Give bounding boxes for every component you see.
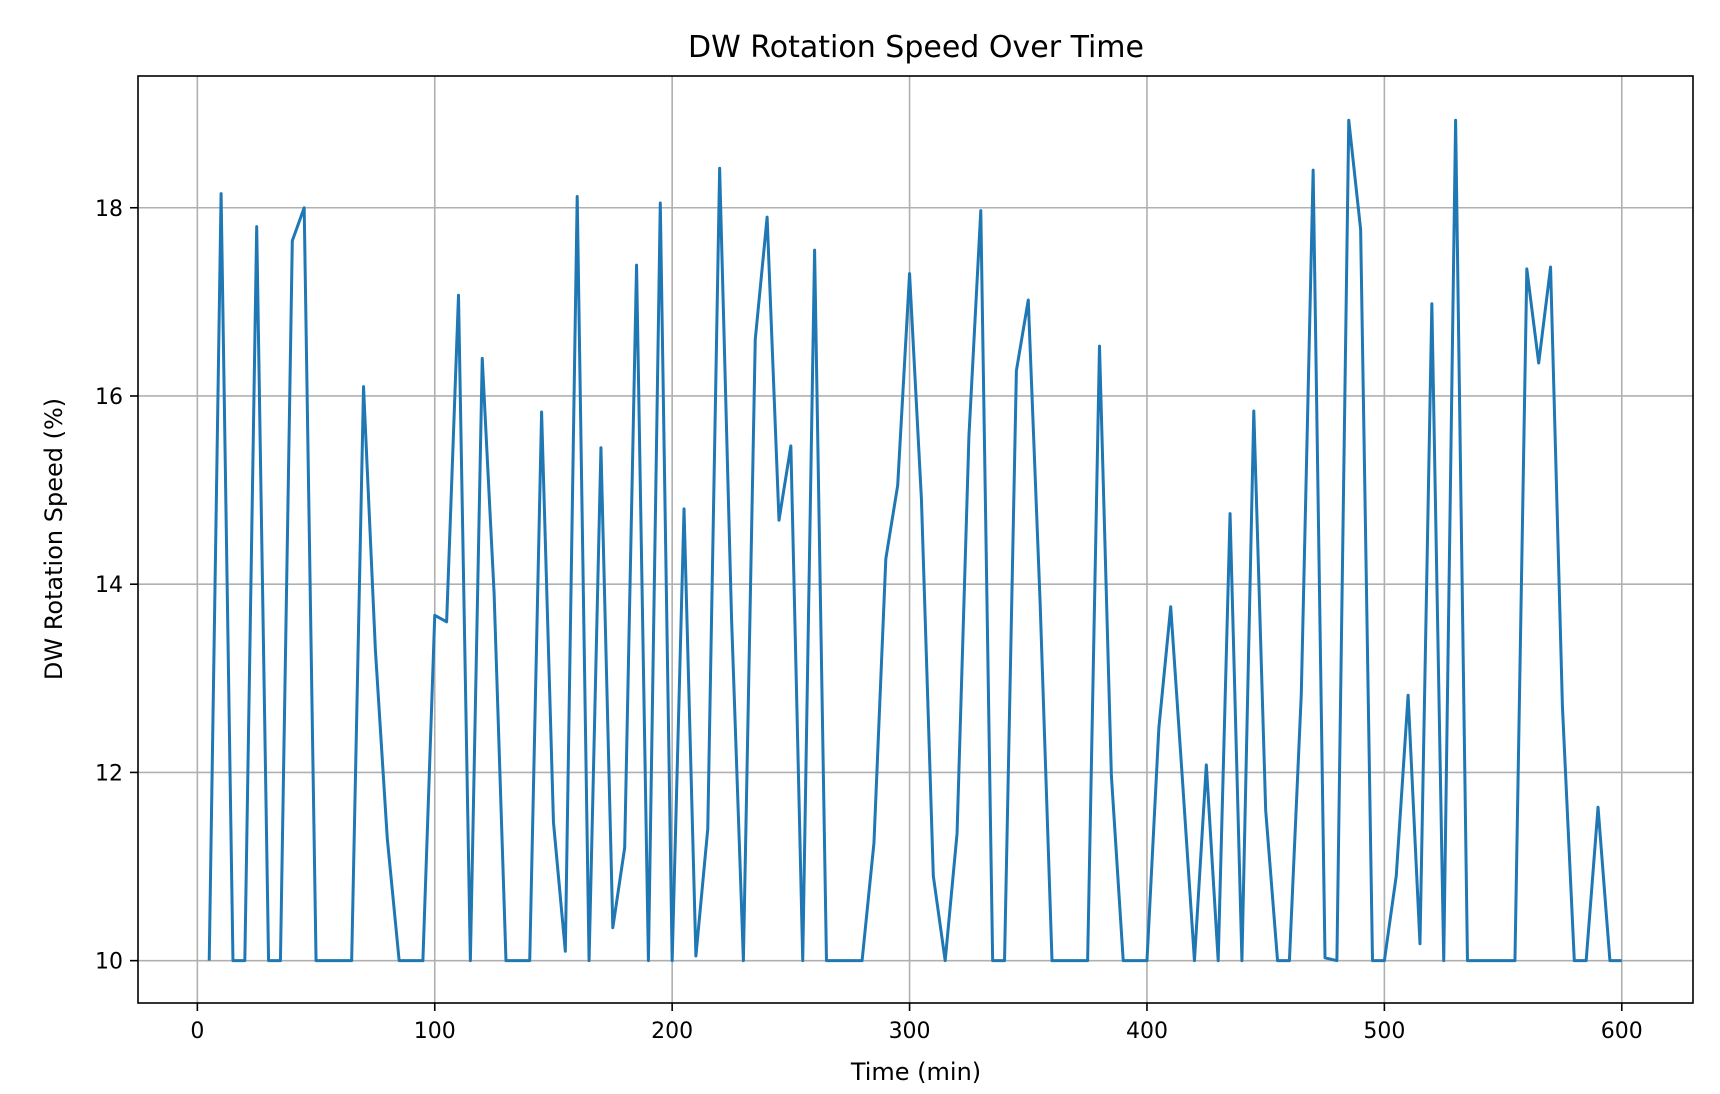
y-tick-label: 16 bbox=[95, 385, 123, 410]
y-tick-label: 10 bbox=[95, 950, 123, 975]
axis-ticks: 0 100 200 300 400 500 600 10 12 14 16 18 bbox=[95, 197, 1643, 1044]
x-tick-label: 100 bbox=[414, 1019, 456, 1044]
x-tick-label: 500 bbox=[1363, 1019, 1405, 1044]
x-tick-label: 200 bbox=[651, 1019, 693, 1044]
x-axis-label: Time (min) bbox=[850, 1058, 981, 1086]
x-tick-label: 400 bbox=[1126, 1019, 1168, 1044]
x-tick-label: 600 bbox=[1601, 1019, 1643, 1044]
y-tick-label: 14 bbox=[95, 573, 123, 598]
series-line bbox=[207, 118, 1622, 963]
x-tick-label: 0 bbox=[190, 1019, 204, 1044]
chart-title: DW Rotation Speed Over Time bbox=[688, 30, 1144, 65]
grid-lines bbox=[138, 76, 1693, 1003]
y-axis-label: DW Rotation Speed (%) bbox=[40, 398, 68, 680]
plot-frame bbox=[137, 75, 1694, 1004]
y-tick-label: 18 bbox=[95, 197, 123, 222]
series-layer bbox=[207, 118, 1622, 963]
x-tick-label: 300 bbox=[889, 1019, 931, 1044]
y-tick-label: 12 bbox=[95, 761, 123, 786]
